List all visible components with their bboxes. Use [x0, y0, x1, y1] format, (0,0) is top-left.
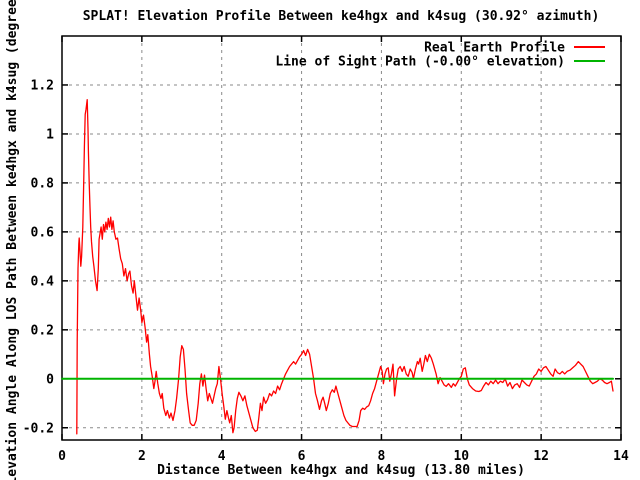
y-tick-label: 1.2: [31, 78, 54, 93]
y-tick-label: 0.4: [31, 274, 55, 289]
x-tick-label: 2: [138, 449, 146, 464]
y-tick-label: 0.2: [31, 323, 54, 338]
legend-label-line-of-sight-path: Line of Sight Path (-0.00° elevation): [275, 55, 565, 70]
y-tick-label: 1: [46, 127, 54, 142]
y-tick-label: -0.2: [23, 421, 54, 436]
y-tick-label: 0: [46, 372, 54, 387]
legend-label-real-earth-profile: Real Earth Profile: [424, 41, 565, 56]
x-tick-label: 4: [218, 449, 226, 464]
x-tick-label: 14: [613, 449, 629, 464]
y-axis-label: Elevation Angle Along LOS Path Between k…: [5, 0, 20, 480]
x-tick-label: 8: [378, 449, 386, 464]
plot-area: 0 2 4 6 8 10 12 14 -0.2 0 0.2 0.4 0.6 0.8 1 1.2 Real Ear…: [23, 35, 629, 464]
series-real-earth-profile: [76, 99, 614, 435]
x-axis-label: Distance Between ke4hgx and k4sug (13.80…: [157, 463, 525, 478]
chart-title: SPLAT! Elevation Profile Between ke4hgx …: [83, 9, 600, 24]
x-tick-label: 12: [533, 449, 549, 464]
plot-border: [61, 35, 622, 441]
y-tick-label: 0.8: [31, 176, 55, 191]
x-tick-label: 0: [58, 449, 66, 464]
x-tick-label: 6: [298, 449, 306, 464]
y-tick-label: 0.6: [31, 225, 55, 240]
x-tick-label: 10: [453, 449, 469, 464]
